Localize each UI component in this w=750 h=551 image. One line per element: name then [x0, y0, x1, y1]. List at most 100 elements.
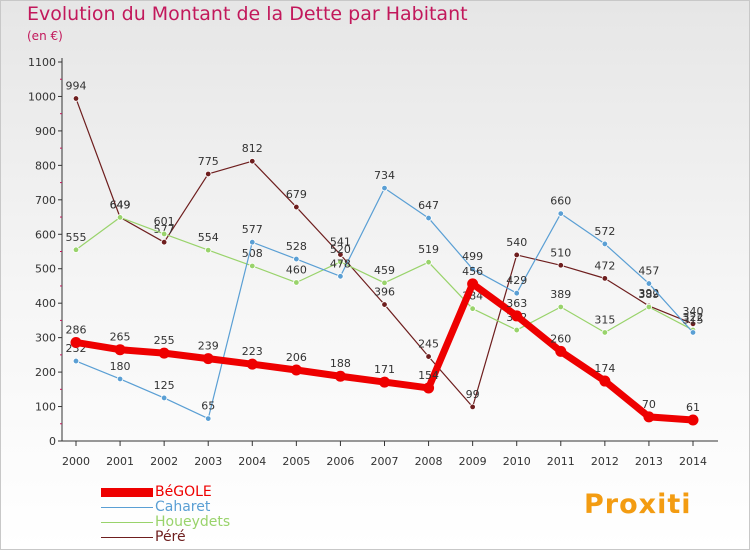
y-tick-label: 1100	[28, 56, 56, 69]
y-tick-label: 300	[35, 332, 56, 345]
series-line	[75, 97, 694, 408]
legend-label: Péré	[155, 529, 186, 545]
data-point	[381, 184, 388, 192]
chart-subtitle: (en €)	[27, 29, 63, 43]
data-label: 70	[642, 398, 656, 411]
data-point	[469, 305, 476, 312]
data-label: 508	[242, 247, 263, 260]
data-label: 577	[242, 223, 263, 236]
data-label: 459	[374, 264, 395, 277]
data-point	[337, 251, 344, 258]
data-label: 775	[198, 155, 219, 168]
data-label: 61	[686, 401, 700, 414]
x-tick-label: 2006	[326, 455, 354, 468]
data-point	[601, 329, 609, 336]
data-label: 125	[154, 379, 175, 392]
data-label: 679	[286, 188, 307, 201]
data-point	[205, 246, 212, 254]
legend-label: BéGOLE	[155, 484, 212, 500]
data-point	[689, 320, 697, 328]
data-point	[425, 353, 432, 360]
data-point	[293, 203, 300, 211]
data-label: 429	[506, 274, 527, 287]
y-tick-label: 200	[35, 366, 56, 379]
data-point	[116, 214, 124, 221]
data-label: 647	[418, 199, 439, 212]
data-point	[381, 279, 388, 287]
data-label: 206	[286, 351, 307, 364]
x-tick-label: 2003	[194, 455, 222, 468]
legend-label: Caharet	[155, 499, 211, 515]
x-tick-label: 2005	[282, 455, 310, 468]
legend-swatch	[101, 488, 153, 497]
data-label: 188	[330, 357, 351, 370]
legend-item: Caharet	[101, 500, 230, 515]
data-point	[513, 251, 520, 259]
data-point	[116, 375, 124, 383]
data-label: 265	[110, 331, 131, 344]
x-tick-label: 2009	[459, 455, 487, 468]
data-label: 340	[683, 305, 704, 318]
data-point	[599, 375, 611, 387]
data-point	[381, 301, 388, 308]
data-point	[511, 310, 523, 322]
y-tick-label: 100	[35, 401, 56, 414]
x-tick-label: 2011	[547, 455, 575, 468]
data-label: 520	[330, 243, 351, 256]
data-point	[249, 158, 256, 165]
data-label: 577	[154, 223, 175, 236]
data-point	[645, 303, 653, 311]
data-point	[425, 214, 432, 222]
x-tick-label: 2001	[106, 455, 134, 468]
data-label: 245	[418, 338, 439, 351]
data-point	[293, 279, 300, 286]
x-tick-label: 2012	[591, 455, 619, 468]
data-label: 260	[550, 332, 571, 345]
data-point	[160, 394, 168, 402]
data-point	[246, 358, 258, 370]
chart-title: Evolution du Montant de la Dette par Hab…	[27, 3, 468, 25]
data-label: 649	[110, 198, 131, 211]
x-tick-label: 2010	[503, 455, 531, 468]
y-tick-label: 400	[35, 297, 56, 310]
data-point	[205, 170, 212, 178]
data-point	[337, 273, 344, 280]
data-label: 315	[594, 313, 615, 326]
x-tick-label: 2007	[371, 455, 399, 468]
y-tick-label: 1000	[28, 90, 56, 103]
data-label: 315	[683, 313, 704, 326]
data-label: 478	[330, 257, 351, 270]
x-tick-label: 2008	[415, 455, 443, 468]
data-point	[689, 329, 697, 336]
data-label: 649	[110, 198, 131, 211]
data-label: 734	[374, 169, 395, 182]
data-point	[70, 336, 82, 348]
data-point	[290, 364, 302, 376]
data-label: 154	[418, 369, 439, 382]
legend-item: Houeydets	[101, 515, 230, 530]
data-label: 510	[550, 246, 571, 259]
x-tick-label: 2014	[679, 455, 707, 468]
data-point	[72, 95, 80, 102]
data-point	[467, 278, 479, 290]
data-point	[249, 238, 256, 246]
x-tick-label: 2004	[238, 455, 266, 468]
y-tick-label: 700	[35, 194, 56, 207]
y-tick-label: 0	[49, 435, 56, 448]
data-label: 994	[66, 80, 87, 93]
data-point	[114, 344, 126, 356]
data-label: 363	[506, 297, 527, 310]
data-point	[557, 303, 564, 311]
legend-label: Houeydets	[155, 514, 231, 530]
data-point	[557, 210, 564, 217]
data-label: 572	[594, 225, 615, 238]
data-point	[687, 414, 699, 426]
data-label: 174	[594, 362, 615, 375]
data-point	[643, 411, 655, 423]
data-point	[469, 403, 476, 411]
data-point	[513, 289, 520, 297]
data-label: 396	[374, 286, 395, 299]
data-point	[249, 262, 256, 270]
